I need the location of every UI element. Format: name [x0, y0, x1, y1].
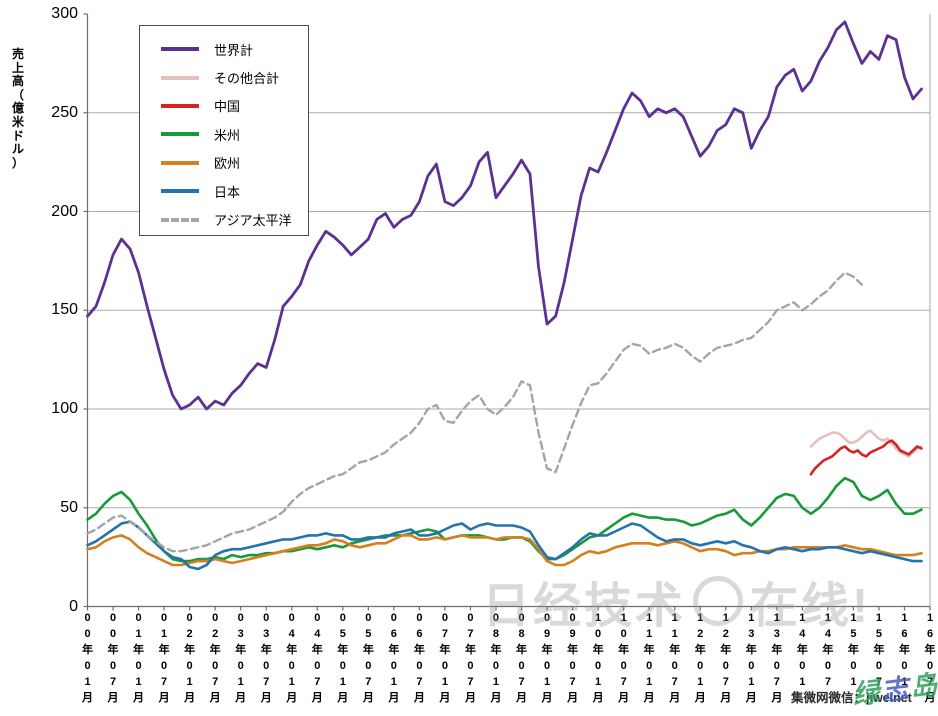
legend-item: 日本 — [140, 177, 308, 205]
center-watermark: 日经技术 在线! — [482, 566, 871, 636]
y-axis-title: 売上高（億米ドル） — [11, 47, 24, 170]
series-line-米州 — [86, 476, 923, 563]
y-tick-label: 0 — [69, 597, 78, 615]
legend-item: その他合計 — [140, 63, 308, 91]
legend-swatch-icon — [161, 189, 199, 194]
center-watermark-right: 在线! — [750, 580, 872, 633]
y-tick-label: 250 — [51, 103, 78, 121]
y-tick-label: 300 — [51, 5, 78, 22]
legend-label: 欧州 — [214, 156, 241, 172]
series-line-日本 — [86, 520, 923, 571]
legend-item: 世界計 — [140, 35, 308, 63]
series-line-世界計 — [86, 20, 923, 411]
legend-swatch-icon — [161, 103, 199, 108]
legend-item: 欧州 — [140, 149, 308, 177]
y-tick-label: 200 — [51, 202, 78, 220]
legend-swatch-icon — [161, 132, 199, 137]
y-tick-label: 100 — [51, 400, 78, 417]
center-watermark-left: 日经技术 — [482, 580, 687, 633]
y-tick-label: 150 — [51, 301, 78, 319]
legend-item: 米州 — [140, 120, 308, 148]
signature-char: 绿 — [850, 676, 884, 711]
watermark-ring-icon — [693, 576, 744, 626]
legend-swatch-icon — [161, 160, 199, 165]
legend-item: アジア太平洋 — [140, 205, 308, 233]
series-line-アジア太平洋 — [86, 271, 864, 553]
legend-box: 世界計その他合計中国米州欧州日本アジア太平洋 — [139, 25, 309, 236]
legend-label: その他合計 — [214, 71, 280, 87]
legend-label: 世界計 — [214, 42, 254, 58]
legend-label: 中国 — [214, 99, 241, 115]
y-tick-label: 50 — [60, 498, 78, 516]
series-line-その他合計 — [809, 429, 923, 458]
legend-swatch-icon — [161, 75, 199, 80]
series-line-中国 — [809, 439, 923, 476]
legend-swatch-icon — [161, 217, 199, 222]
legend-label: 米州 — [214, 127, 241, 143]
legend-item: 中国 — [140, 92, 308, 120]
signature-char: 岛 — [908, 669, 938, 704]
legend-swatch-icon — [161, 47, 199, 52]
legend-label: 日本 — [214, 184, 241, 200]
signature-char: 志 — [879, 673, 913, 707]
bottom-right-watermark: 集微网微信：jiweinet — [789, 686, 914, 707]
legend-label: アジア太平洋 — [214, 213, 292, 229]
